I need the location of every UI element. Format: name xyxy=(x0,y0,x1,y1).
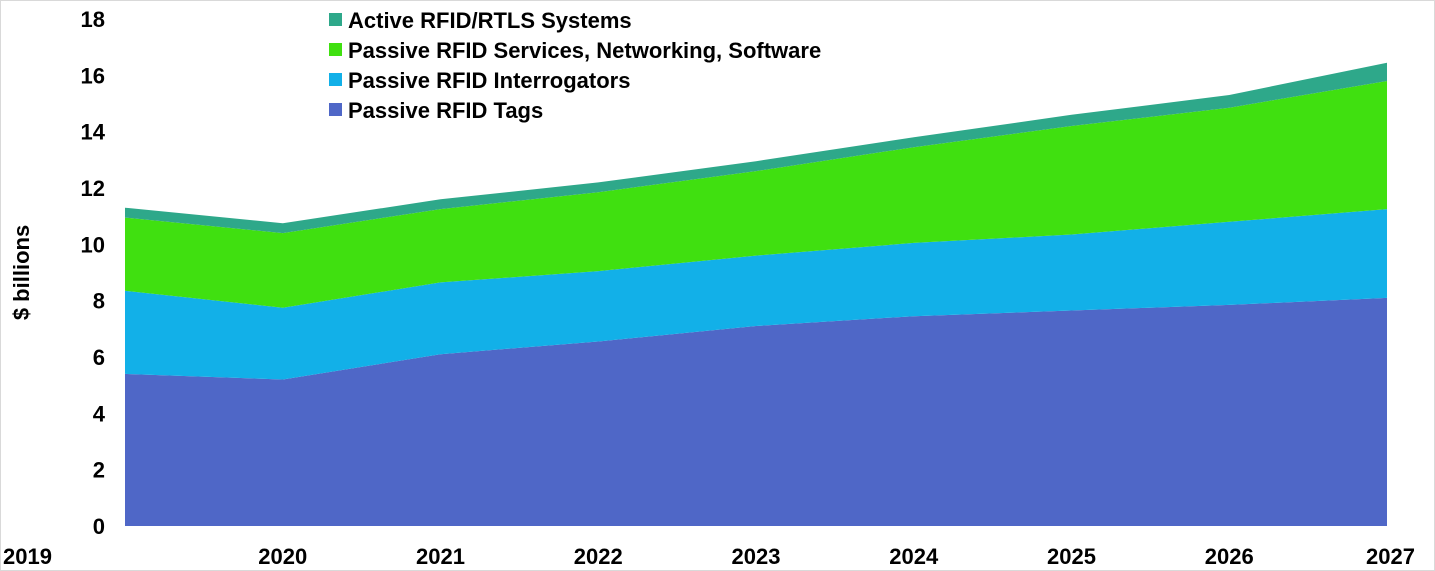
legend-swatch xyxy=(329,43,342,56)
legend-swatch xyxy=(329,73,342,86)
x-tick-label: 2025 xyxy=(1047,544,1096,569)
x-tick-label: 2020 xyxy=(258,544,307,569)
y-tick-label: 0 xyxy=(93,514,105,539)
y-tick-label: 10 xyxy=(81,232,105,257)
y-tick-label: 12 xyxy=(81,176,105,201)
legend-label: Active RFID/RTLS Systems xyxy=(348,8,632,33)
y-tick-label: 18 xyxy=(81,7,105,32)
legend: Active RFID/RTLS Systems Passive RFID Ser… xyxy=(329,8,821,123)
y-tick-label: 4 xyxy=(93,401,106,426)
y-tick-label: 14 xyxy=(81,120,106,145)
y-tick-label: 16 xyxy=(81,63,105,88)
y-axis-ticks: 0 2 4 6 8 10 12 14 16 18 xyxy=(81,7,106,539)
y-axis-title: $ billions xyxy=(9,225,34,320)
x-axis-ticks: 2019 2020 2021 2022 2023 2024 2025 2026 2027 xyxy=(3,544,1415,569)
x-tick-label: 2022 xyxy=(574,544,623,569)
x-tick-label: 2024 xyxy=(889,544,939,569)
legend-swatch xyxy=(329,13,342,26)
legend-label: Passive RFID Tags xyxy=(348,98,543,123)
y-tick-label: 8 xyxy=(93,289,105,314)
x-tick-label: 2027 xyxy=(1366,544,1415,569)
y-tick-label: 2 xyxy=(93,458,105,483)
y-tick-label: 6 xyxy=(93,345,105,370)
x-tick-label: 2019 xyxy=(3,544,52,569)
legend-label: Passive RFID Services, Networking, Softw… xyxy=(348,38,821,63)
legend-swatch xyxy=(329,103,342,116)
area-passive-rfid-interrogators xyxy=(125,209,1387,380)
x-tick-label: 2026 xyxy=(1205,544,1254,569)
area-passive-rfid-tags xyxy=(125,297,1387,526)
area-passive-rfid-services-networking-software xyxy=(125,81,1387,308)
x-tick-label: 2021 xyxy=(416,544,465,569)
areas-group xyxy=(125,62,1387,526)
legend-label: Passive RFID Interrogators xyxy=(348,68,630,93)
x-tick-label: 2023 xyxy=(732,544,781,569)
